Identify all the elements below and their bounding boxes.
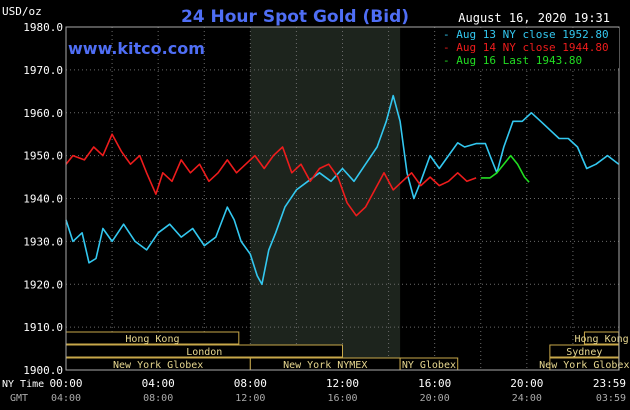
y-tick-label: 1920.0 — [23, 278, 63, 291]
x-axis-ticks: 00:00 04:00 08:00 12:00 16:00 20:00 23:59 04:00… — [49, 377, 626, 404]
gmt-label: GMT — [10, 393, 28, 404]
x-tick-label-ny: 04:00 — [142, 377, 175, 390]
chart-title: 24 Hour Spot Gold (Bid) — [181, 7, 409, 27]
x-tick-label-ny: 08:00 — [234, 377, 267, 390]
session-label: New York Globex — [113, 360, 203, 371]
legend-entry-aug14: - Aug 14 NY close 1944.80 — [443, 41, 609, 54]
series-line-1 — [65, 133, 477, 217]
legend-entry-aug16: - Aug 16 Last 1943.80 — [443, 54, 582, 67]
y-tick-label: 1940.0 — [23, 193, 63, 206]
legend-entry-aug13: - Aug 13 NY close 1952.80 — [443, 28, 609, 41]
ny-time-label: NY Time — [2, 379, 44, 390]
nymex-session-shade — [250, 27, 401, 370]
session-label: NY Globex — [402, 360, 456, 371]
price-series — [65, 94, 620, 286]
x-tick-label-ny: 16:00 — [418, 377, 451, 390]
x-tick-label-gmt: 20:00 — [420, 393, 450, 404]
y-tick-label: 1930.0 — [23, 235, 63, 248]
x-tick-label-gmt: 03:59 — [596, 393, 626, 404]
grid-lines — [65, 26, 620, 371]
session-label: New York Globex — [539, 360, 629, 371]
session-label: New York NYMEX — [283, 360, 367, 371]
x-tick-label-gmt: 04:00 — [51, 393, 81, 404]
session-label: Hong Kong — [125, 334, 179, 345]
x-tick-label-ny: 20:00 — [510, 377, 543, 390]
timestamp: August 16, 2020 19:31 — [458, 11, 610, 25]
legend-background — [437, 28, 619, 68]
series-line-0 — [65, 94, 620, 286]
x-tick-label-ny: 23:59 — [593, 377, 626, 390]
x-tick-label-gmt: 12:00 — [235, 393, 265, 404]
session-label: Sydney — [566, 347, 602, 358]
y-tick-label: 1960.0 — [23, 107, 63, 120]
session-label: London — [186, 347, 222, 358]
session-label: Hong Kong — [575, 334, 629, 345]
y-axis-ticks: 1900.0 1910.0 1920.0 1930.0 1940.0 1950.0 1960… — [23, 21, 63, 377]
session-bars: Hong Kong Hong Kong London Sydney New York G… — [65, 331, 629, 371]
y-tick-label: 1970.0 — [23, 64, 63, 77]
y-tick-label: 1900.0 — [23, 364, 63, 377]
y-tick-label: 1910.0 — [23, 321, 63, 334]
y-tick-label: 1950.0 — [23, 150, 63, 163]
x-tick-label-ny: 12:00 — [326, 377, 359, 390]
y-axis-label: USD/oz — [2, 5, 42, 18]
plot-frame — [65, 26, 620, 371]
x-tick-label-gmt: 16:00 — [327, 393, 357, 404]
y-tick-label: 1980.0 — [23, 21, 63, 34]
legend: - Aug 13 NY close 1952.80 - Aug 14 NY cl… — [437, 28, 619, 68]
watermark: www.kitco.com — [68, 39, 205, 58]
series-line-2 — [480, 154, 530, 183]
x-tick-label-ny: 00:00 — [49, 377, 82, 390]
x-tick-label-gmt: 24:00 — [512, 393, 542, 404]
x-tick-label-gmt: 08:00 — [143, 393, 173, 404]
